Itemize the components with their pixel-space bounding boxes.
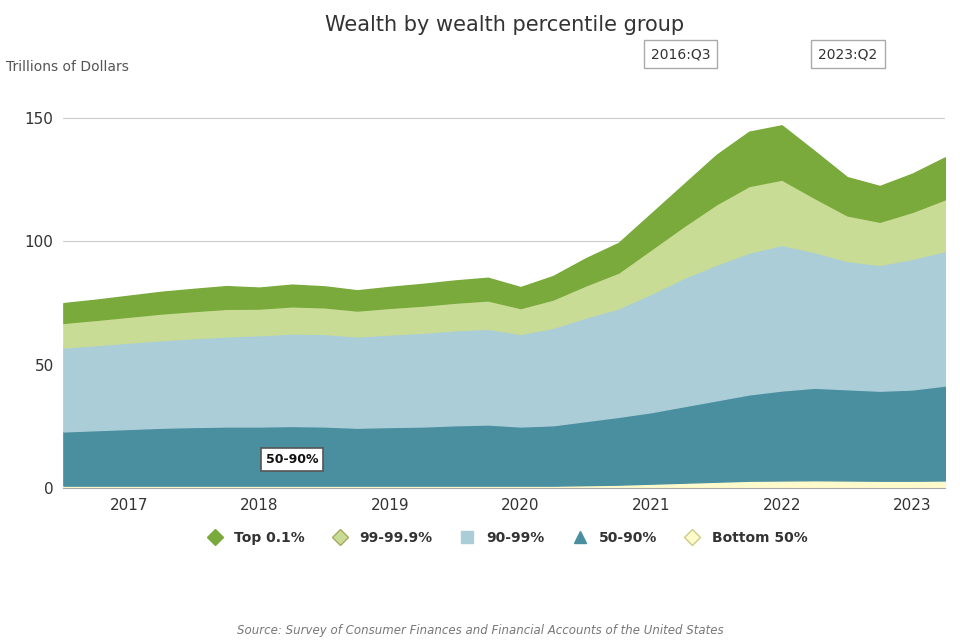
Text: Trillions of Dollars: Trillions of Dollars (6, 60, 129, 74)
Title: Wealth by wealth percentile group: Wealth by wealth percentile group (324, 15, 684, 35)
Text: 2016:Q3: 2016:Q3 (651, 47, 710, 61)
Text: Source: Survey of Consumer Finances and Financial Accounts of the United States: Source: Survey of Consumer Finances and … (237, 623, 723, 637)
Legend: Top 0.1%, 99-99.9%, 90-99%, 50-90%, Bottom 50%: Top 0.1%, 99-99.9%, 90-99%, 50-90%, Bott… (196, 525, 813, 550)
Text: 50-90%: 50-90% (266, 452, 319, 465)
Text: 2023:Q2: 2023:Q2 (818, 47, 877, 61)
